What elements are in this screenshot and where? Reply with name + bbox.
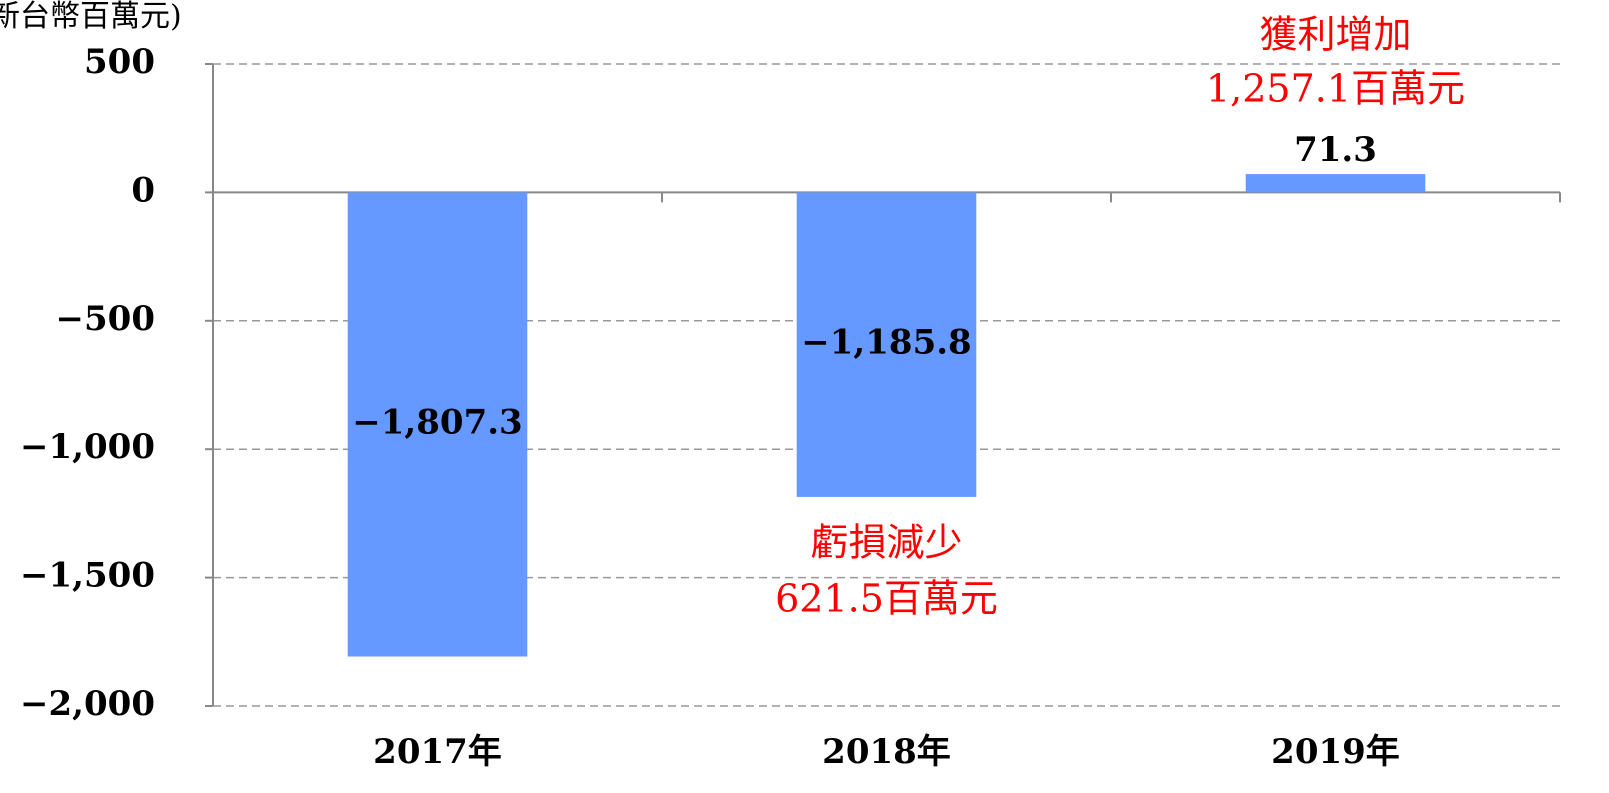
y-tick-label: 0 <box>131 170 155 210</box>
y-tick-label: −1,000 <box>20 427 155 467</box>
y-tick-label: −1,500 <box>20 556 155 596</box>
y-tick-label: −500 <box>56 299 155 339</box>
value-label: −1,185.8 <box>801 323 971 363</box>
value-label: 71.3 <box>1294 130 1377 170</box>
bar <box>347 192 528 657</box>
bar <box>1245 174 1426 193</box>
unit-label: 新台幣百萬元) <box>0 0 182 34</box>
y-tick-label: −2,000 <box>20 684 155 724</box>
y-tick-label: 500 <box>84 42 155 82</box>
annotation: 虧損減少 <box>810 521 962 565</box>
annotation: 1,257.1百萬元 <box>1206 67 1465 111</box>
x-tick-label: 2019年 <box>1271 732 1400 772</box>
annotation: 621.5百萬元 <box>775 577 998 621</box>
annotation: 獲利增加 <box>1259 13 1411 57</box>
value-label: −1,807.3 <box>352 402 522 442</box>
x-tick-label: 2018年 <box>822 732 951 772</box>
x-tick-label: 2017年 <box>373 732 502 772</box>
bar <box>796 192 977 497</box>
